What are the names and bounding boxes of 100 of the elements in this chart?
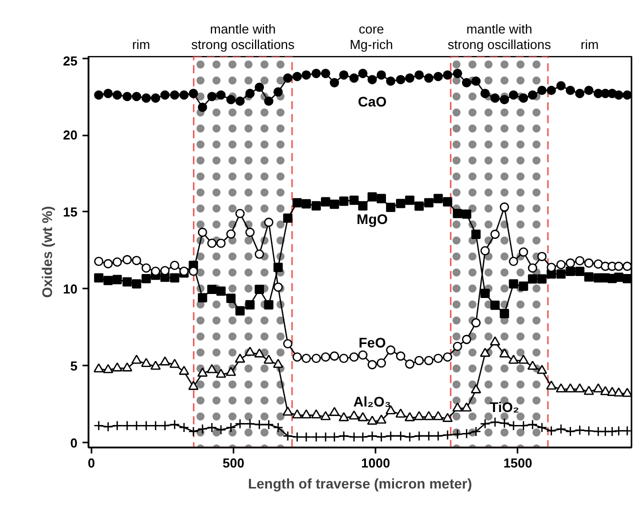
point [226,229,236,239]
point [396,430,406,442]
point [292,409,302,418]
point [404,432,415,442]
point [320,411,331,420]
point [207,284,217,294]
point [170,260,180,270]
text: core Mg-rich [350,21,394,52]
point [234,354,246,363]
point [452,68,462,78]
point [566,258,576,268]
point [528,274,538,284]
text: rim [580,37,599,52]
point [94,90,104,100]
text: rim [132,37,150,52]
point [434,72,443,82]
point [141,420,152,431]
point [433,430,444,442]
point [452,208,462,218]
point [142,274,151,284]
point [226,294,236,303]
point [546,86,556,96]
point [461,402,472,412]
point [312,354,321,364]
point [283,339,292,348]
point [292,198,302,208]
point [518,354,529,364]
point [462,334,472,344]
point [131,420,142,431]
y-tick-label: 25 [63,54,78,68]
point [528,90,538,100]
point [102,364,114,374]
point [537,86,547,96]
point [198,102,208,112]
point [348,410,360,420]
point [349,196,359,205]
point [301,409,312,418]
point [500,308,510,318]
point [424,411,434,420]
point [338,412,349,422]
point [160,420,170,431]
point [112,362,122,372]
point [414,356,424,366]
point [169,419,180,430]
point [122,277,132,287]
point [320,352,330,362]
point [499,418,510,428]
point [282,406,293,416]
point [311,409,322,418]
point [424,198,434,208]
point [566,86,576,96]
series-label: MgO [356,210,388,227]
point [188,426,199,437]
point [490,230,500,239]
point [244,418,256,429]
point [150,360,161,370]
point [273,87,283,97]
point [527,360,538,370]
point [254,250,264,259]
point [102,422,114,432]
point [480,418,490,429]
point [556,81,566,90]
point [160,90,170,100]
point [414,201,424,211]
point [600,426,610,437]
point [206,364,218,374]
series-label: CaO [358,94,387,110]
point [367,416,378,425]
point [396,351,406,361]
point [292,72,302,82]
point [518,93,528,103]
point [235,96,245,106]
point [141,358,152,368]
point [622,426,632,436]
point [442,412,453,422]
point [292,432,302,442]
point [556,260,566,270]
x-tick-label: 1500 [503,456,532,470]
point [405,196,414,205]
point [452,429,463,440]
point [160,356,170,366]
point [546,426,556,436]
series-label: Al₂O₃ [353,393,392,410]
point [368,360,377,370]
point [593,426,604,437]
point [94,420,104,431]
point [254,348,265,358]
point [226,366,236,376]
point [112,257,122,267]
band-label: mantle with strong oscillations [448,21,552,52]
point [160,266,170,276]
point [368,192,377,202]
point [339,70,348,80]
point [376,194,386,204]
point [122,362,132,372]
point [178,366,190,375]
point [376,432,386,442]
point [132,92,142,102]
point [584,86,594,96]
point [442,352,452,362]
